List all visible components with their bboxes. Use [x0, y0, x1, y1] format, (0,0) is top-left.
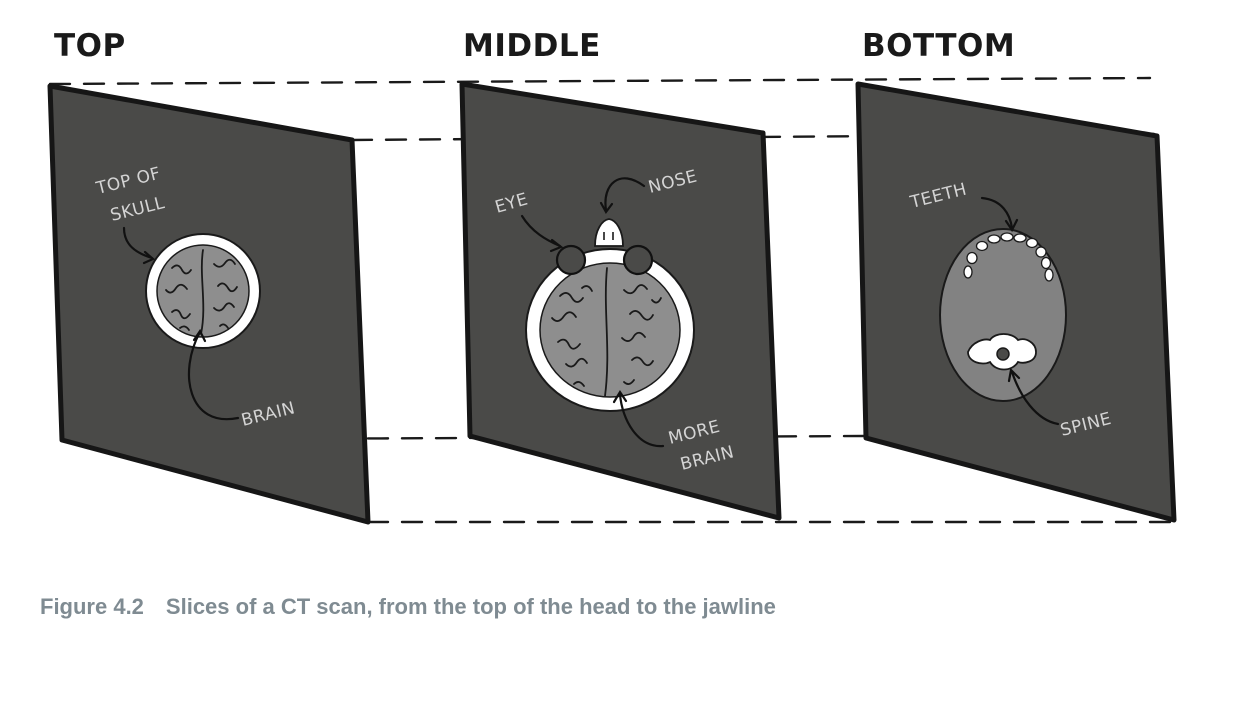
arrowhead-more-brain [612, 389, 628, 404]
spinal-canal [996, 347, 1010, 361]
arrowhead-teeth [1004, 218, 1019, 233]
arrowhead-nose [599, 201, 614, 215]
arrowhead-top-of-skull [142, 250, 156, 265]
slice-middle: EYE NOSE MORE BRAIN [459, 81, 782, 521]
arrowhead-spine [1007, 367, 1021, 383]
eye-right [622, 244, 654, 276]
slice-bottom: TEETH SPINE [855, 81, 1177, 523]
jaw-section [939, 228, 1067, 402]
eye-left [555, 244, 587, 276]
brain-middle [539, 262, 681, 398]
heading-top: TOP [54, 28, 126, 64]
arrow-brain [187, 330, 240, 421]
slice-top: TOP OF SKULL BRAIN [47, 83, 371, 525]
brain-fissure-middle [604, 267, 609, 397]
brain-folds-top [165, 258, 238, 331]
figure-caption: Figure 4.2 Slices of a CT scan, from the … [40, 594, 776, 620]
arrow-nose [604, 177, 646, 212]
heading-middle: MIDDLE [463, 28, 601, 64]
dashed-line-top-back [48, 76, 1152, 86]
arrow-top-of-skull [122, 226, 154, 260]
arrow-teeth [980, 196, 1014, 230]
dashed-connectors [48, 76, 1176, 524]
arrow-more-brain [618, 392, 665, 448]
figure-number: Figure 4.2 [40, 594, 144, 619]
brain-fissure-top [200, 249, 205, 335]
nose-bone [594, 218, 624, 247]
ct-slices-diagram: TOP MIDDLE BOTTOM TOP OF SKULL BRAIN [47, 28, 1177, 525]
arrowhead-eye [549, 238, 564, 253]
teeth-row [963, 232, 1054, 282]
arrowhead-brain [192, 328, 207, 343]
heading-bottom: BOTTOM [862, 28, 1015, 64]
figure-caption-text: Slices of a CT scan, from the top of the… [165, 594, 776, 619]
arrow-spine [1010, 370, 1060, 426]
brain-folds-middle [551, 284, 662, 387]
